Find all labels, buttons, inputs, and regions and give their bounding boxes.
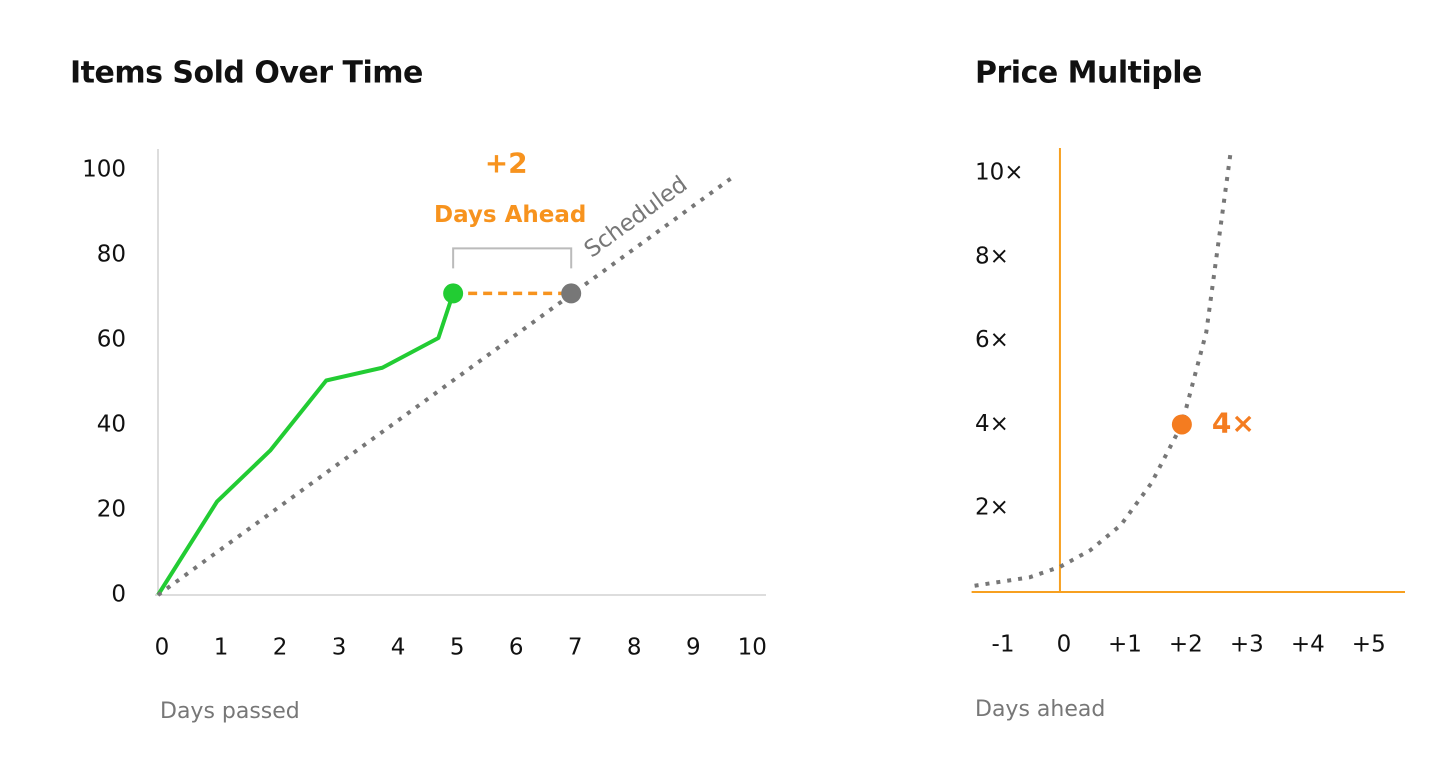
y-tick-label: 0: [111, 582, 126, 608]
y-tick-label: 4×: [975, 411, 1009, 437]
y-tick-label: 8×: [975, 243, 1009, 269]
x-tick-label: 8: [627, 635, 642, 661]
x-tick-label: 1: [214, 635, 229, 661]
series-line: [156, 177, 732, 597]
x-tick-label: +1: [1108, 632, 1142, 658]
x-tick-label: 4: [391, 635, 406, 661]
gap-text: Days Ahead: [434, 202, 586, 228]
x-tick-label: 2: [273, 635, 288, 661]
x-tick-label: 7: [568, 635, 583, 661]
x-axis-label: Days ahead: [975, 697, 1105, 722]
x-tick-label: +2: [1169, 632, 1203, 658]
chart-title: Price Multiple: [975, 56, 1202, 91]
y-tick-label: 80: [97, 242, 126, 268]
y-tick-label: 20: [97, 497, 126, 523]
x-tick-label: 6: [509, 635, 524, 661]
x-tick-label: 3: [332, 635, 347, 661]
point-label: 4×: [1212, 406, 1255, 439]
y-tick-label: 60: [97, 327, 126, 353]
y-tick-label: 2×: [975, 495, 1009, 521]
x-tick-label: 0: [1057, 632, 1072, 658]
x-tick-label: +4: [1291, 632, 1325, 658]
y-tick-label: 10×: [975, 160, 1024, 186]
x-tick-label: 10: [738, 635, 767, 661]
series-line: [156, 292, 456, 597]
x-tick-label: +5: [1352, 632, 1386, 658]
x-tick-label: 5: [450, 635, 465, 661]
chart-title: Items Sold Over Time: [70, 56, 423, 91]
x-tick-label: -1: [992, 632, 1015, 658]
x-tick-label: +3: [1230, 632, 1264, 658]
y-tick-label: 40: [97, 412, 126, 438]
series-line: [974, 151, 1233, 588]
x-tick-label: 0: [155, 635, 170, 661]
x-tick-label: 9: [686, 635, 701, 661]
bracket: [452, 247, 573, 269]
highlight-point: [561, 283, 582, 304]
y-tick-label: 100: [82, 157, 126, 183]
gap-value: +2: [485, 146, 528, 179]
point: [1171, 414, 1192, 435]
y-tick-label: 6×: [975, 327, 1009, 353]
x-axis-label: Days passed: [160, 699, 300, 724]
highlight-point: [443, 283, 464, 304]
